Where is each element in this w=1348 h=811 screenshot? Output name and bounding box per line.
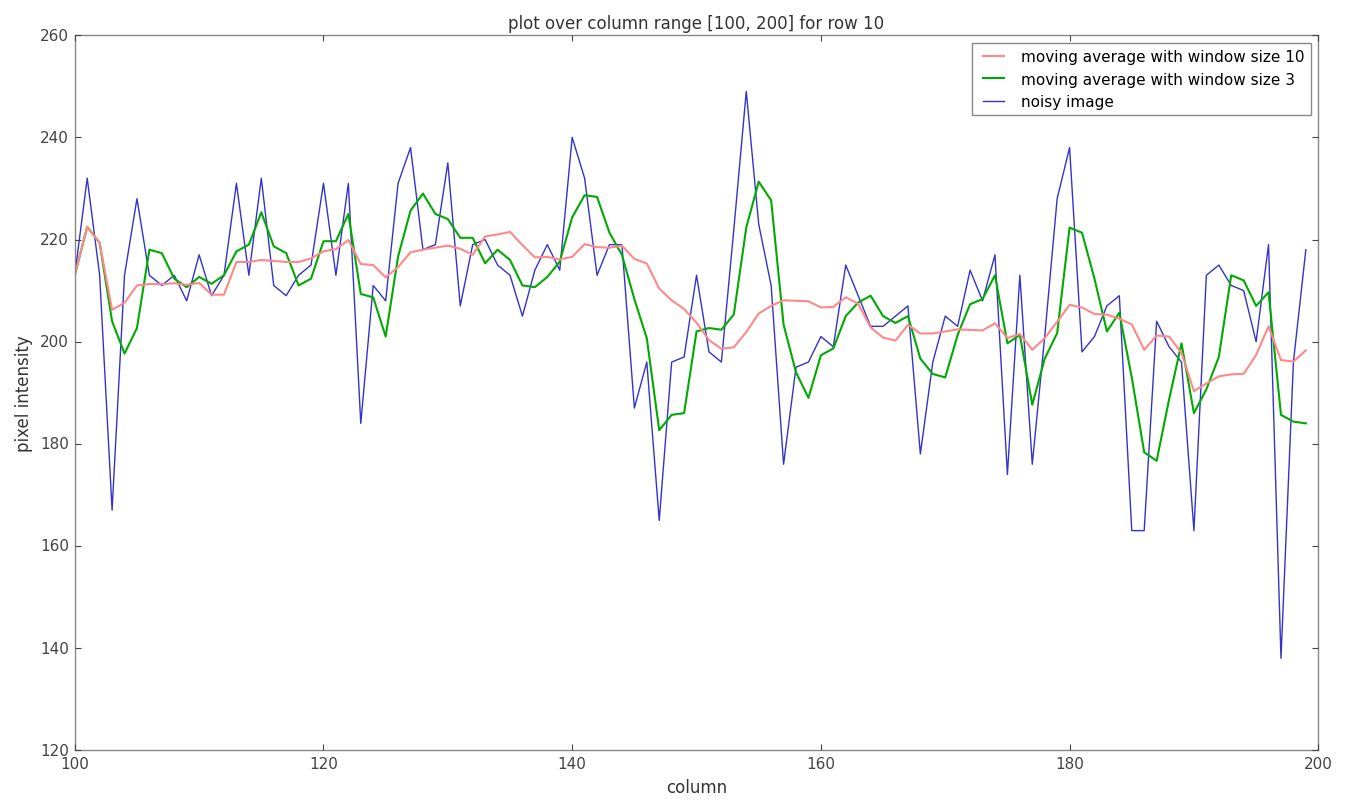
moving average with window size 3 bbox=[813, 351, 829, 361]
moving average with window size 3 bbox=[751, 178, 767, 187]
moving average with window size 3 bbox=[1298, 419, 1314, 429]
moving average with window size 3 bbox=[701, 324, 717, 333]
moving average with window size 10 bbox=[1186, 387, 1202, 397]
moving average with window size 3 bbox=[1148, 457, 1165, 466]
noisy image bbox=[1273, 654, 1289, 663]
Line: moving average with window size 10: moving average with window size 10 bbox=[74, 227, 1306, 392]
noisy image bbox=[813, 333, 829, 342]
noisy image bbox=[1211, 261, 1227, 271]
moving average with window size 3 bbox=[303, 274, 319, 284]
Line: noisy image: noisy image bbox=[74, 92, 1306, 659]
moving average with window size 3 bbox=[66, 271, 82, 281]
Title: plot over column range [100, 200] for row 10: plot over column range [100, 200] for ro… bbox=[508, 15, 884, 33]
moving average with window size 10 bbox=[813, 303, 829, 313]
moving average with window size 10 bbox=[713, 345, 729, 354]
moving average with window size 10 bbox=[80, 222, 96, 232]
moving average with window size 3 bbox=[353, 290, 369, 299]
Legend: moving average with window size 10, moving average with window size 3, noisy ima: moving average with window size 10, movi… bbox=[972, 44, 1310, 116]
moving average with window size 10 bbox=[66, 271, 82, 281]
noisy image bbox=[353, 419, 369, 429]
Y-axis label: pixel intensity: pixel intensity bbox=[15, 335, 34, 452]
noisy image bbox=[66, 271, 82, 281]
moving average with window size 10 bbox=[1260, 322, 1277, 332]
noisy image bbox=[1298, 246, 1314, 255]
moving average with window size 3 bbox=[1223, 271, 1239, 281]
noisy image bbox=[1248, 337, 1264, 347]
X-axis label: column: column bbox=[666, 778, 727, 796]
Line: moving average with window size 3: moving average with window size 3 bbox=[74, 182, 1306, 461]
noisy image bbox=[303, 261, 319, 271]
moving average with window size 10 bbox=[315, 247, 332, 257]
noisy image bbox=[701, 348, 717, 358]
moving average with window size 10 bbox=[365, 261, 381, 271]
noisy image bbox=[739, 88, 755, 97]
moving average with window size 10 bbox=[1298, 346, 1314, 356]
moving average with window size 10 bbox=[1223, 370, 1239, 380]
moving average with window size 3 bbox=[1260, 288, 1277, 298]
